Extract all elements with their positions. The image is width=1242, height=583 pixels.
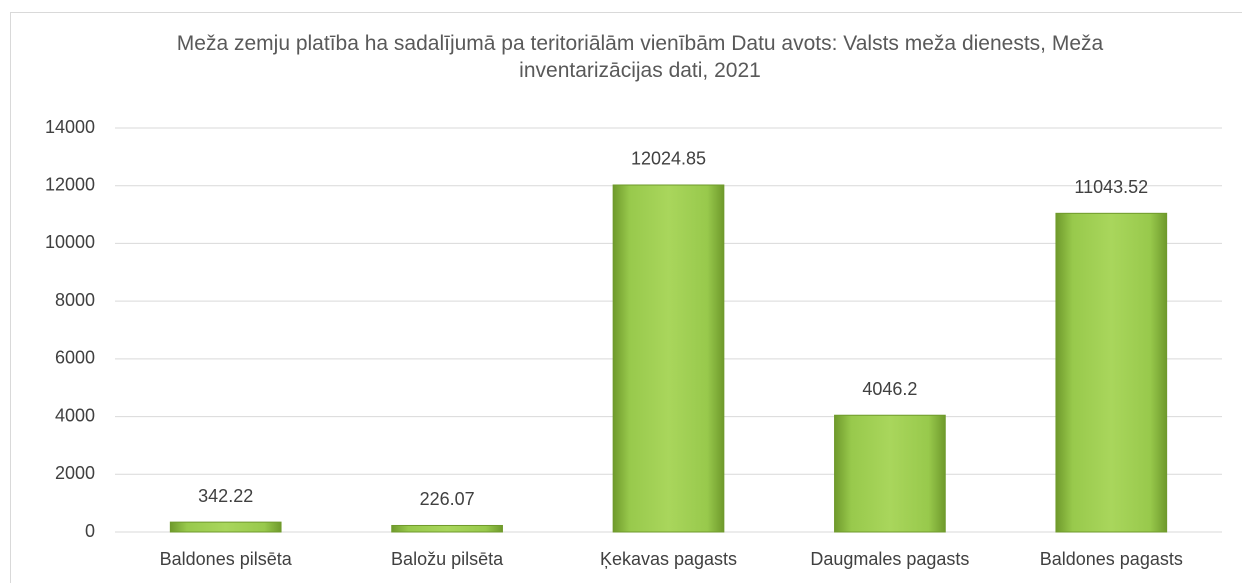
- y-tick-label: 8000: [55, 290, 95, 310]
- y-tick-label: 0: [85, 521, 95, 541]
- data-label: 11043.52: [1074, 177, 1148, 197]
- y-tick-label: 14000: [45, 117, 95, 137]
- chart-border: [10, 12, 1242, 583]
- x-tick-label: Baldones pilsēta: [160, 549, 293, 569]
- data-label: 12024.85: [631, 149, 706, 169]
- bar: [834, 414, 946, 533]
- x-tick-label: Baldones pagasts: [1040, 549, 1183, 569]
- data-label: 342.22: [198, 486, 253, 506]
- bar: [1055, 212, 1168, 533]
- chart-title: Meža zemju platība ha sadalījumā pa teri…: [176, 32, 1104, 82]
- bar: [612, 184, 725, 533]
- data-label: 4046.2: [862, 379, 917, 399]
- y-tick-label: 4000: [55, 405, 95, 425]
- x-tick-label: Ķekavas pagasts: [600, 549, 737, 569]
- data-label: 226.07: [420, 489, 475, 509]
- bar: [169, 521, 282, 533]
- y-tick-label: 2000: [55, 463, 95, 483]
- x-tick-label: Daugmales pagasts: [810, 549, 969, 569]
- y-tick-label: 6000: [55, 348, 95, 368]
- y-tick-label: 12000: [45, 174, 95, 194]
- x-tick-label: Baložu pilsēta: [391, 549, 504, 569]
- y-tick-label: 10000: [45, 232, 95, 252]
- bar: [391, 524, 503, 533]
